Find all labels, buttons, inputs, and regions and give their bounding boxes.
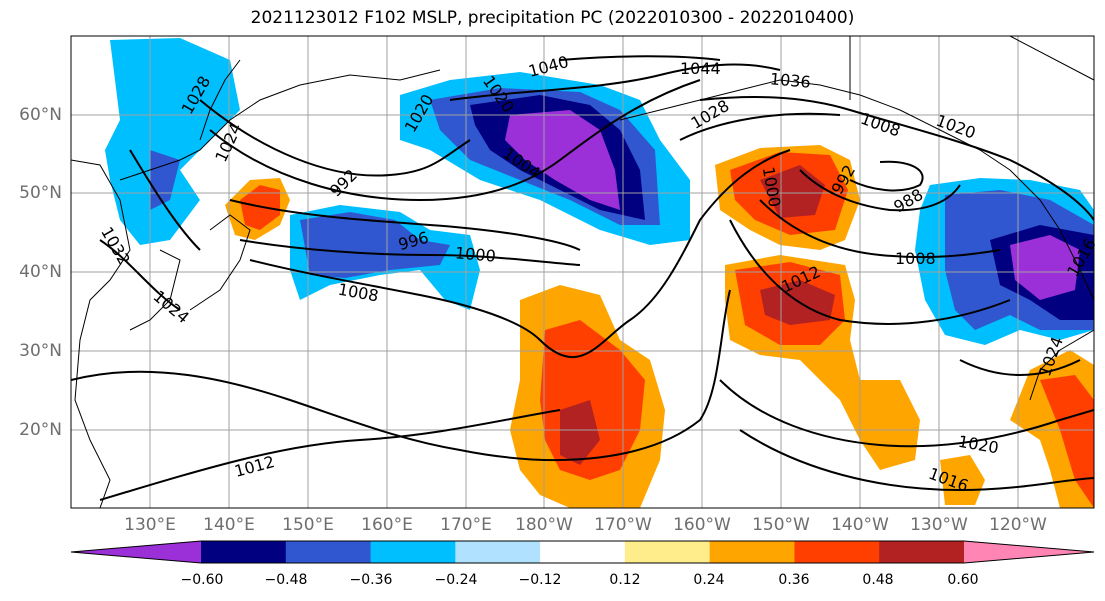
colorbar-extend-low — [71, 541, 201, 563]
lon-label: 150°W — [752, 515, 810, 535]
lon-label: 160°E — [361, 515, 413, 535]
colorbar-segment — [201, 541, 287, 563]
colorbar-tick-label: −0.12 — [518, 572, 562, 588]
lat-label: 50°N — [19, 183, 62, 203]
lon-label: 120°W — [989, 515, 1047, 535]
colorbar-segment — [540, 541, 626, 563]
contour-label: 1008 — [337, 280, 380, 306]
coastlines — [71, 36, 1094, 508]
colorbar-outline — [70, 540, 1095, 564]
lon-label: 170°E — [440, 515, 492, 535]
colorbar-extend-high — [964, 541, 1094, 563]
contour-label: 1024 — [150, 287, 193, 328]
colorbar-segment — [455, 541, 541, 563]
lat-label: 40°N — [19, 262, 62, 282]
lon-label: 140°W — [831, 515, 889, 535]
map-title: 2021123012 F102 MSLP, precipitation PC (… — [250, 8, 855, 28]
lon-label: 150°E — [282, 515, 334, 535]
lon-label: 160°W — [673, 515, 731, 535]
lat-label: 60°N — [19, 105, 62, 125]
graticule — [71, 36, 1094, 508]
contour-label: 1008 — [895, 249, 936, 268]
colorbar-tick-label: −0.24 — [434, 572, 478, 588]
contour-label: 1020 — [957, 432, 1000, 458]
contour-label: 1044 — [680, 59, 721, 78]
contour-label: 1008 — [858, 109, 903, 141]
lat-label: 30°N — [19, 341, 62, 361]
contour-label: 1036 — [769, 69, 811, 91]
contour-label: 1012 — [232, 452, 276, 481]
colorbar-tick-label: −0.48 — [264, 572, 308, 588]
colorbar-tick-label: 0.12 — [609, 572, 641, 588]
precipitation-shading — [105, 38, 1094, 508]
lon-label: 180°W — [515, 515, 573, 535]
mslp-contours — [71, 55, 1094, 501]
colorbar-tick-label: −0.60 — [180, 572, 224, 588]
contour-label: 1000 — [454, 243, 496, 265]
colorbar-tick-label: 0.60 — [947, 572, 979, 588]
lon-label: 130°E — [124, 515, 176, 535]
lon-label: 170°W — [594, 515, 652, 535]
map-frame — [70, 35, 1095, 509]
lon-label: 130°W — [910, 515, 968, 535]
colorbar-tick-label: 0.24 — [693, 572, 725, 588]
colorbar — [70, 540, 1095, 564]
contour-label: 1040 — [526, 52, 570, 81]
colorbar-segment — [709, 541, 795, 563]
colorbar-tick-label: 0.48 — [862, 572, 894, 588]
colorbar-segment — [624, 541, 711, 563]
colorbar-segment — [370, 541, 456, 563]
colorbar-tick-label: 0.36 — [778, 572, 810, 588]
lat-label: 20°N — [19, 420, 62, 440]
colorbar-segment — [285, 541, 372, 563]
colorbar-tick-label: −0.36 — [349, 572, 393, 588]
colorbar-segment — [794, 541, 880, 563]
lon-label: 140°E — [203, 515, 255, 535]
colorbar-segment — [879, 541, 965, 563]
